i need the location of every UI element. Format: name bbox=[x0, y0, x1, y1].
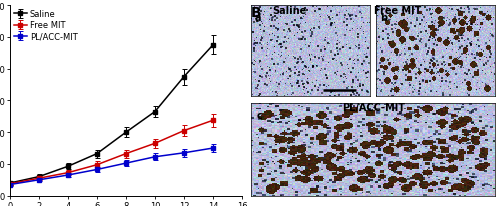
Text: c: c bbox=[256, 110, 262, 120]
Text: b: b bbox=[380, 13, 387, 22]
Text: B: B bbox=[251, 6, 262, 20]
Text: Free MIT: Free MIT bbox=[374, 6, 421, 16]
Text: Saline: Saline bbox=[272, 6, 306, 16]
Legend: Saline, Free MIT, PL/ACC-MIT: Saline, Free MIT, PL/ACC-MIT bbox=[12, 9, 80, 43]
Text: a: a bbox=[255, 13, 262, 22]
Text: PL/ACC-MIT: PL/ACC-MIT bbox=[342, 103, 406, 113]
